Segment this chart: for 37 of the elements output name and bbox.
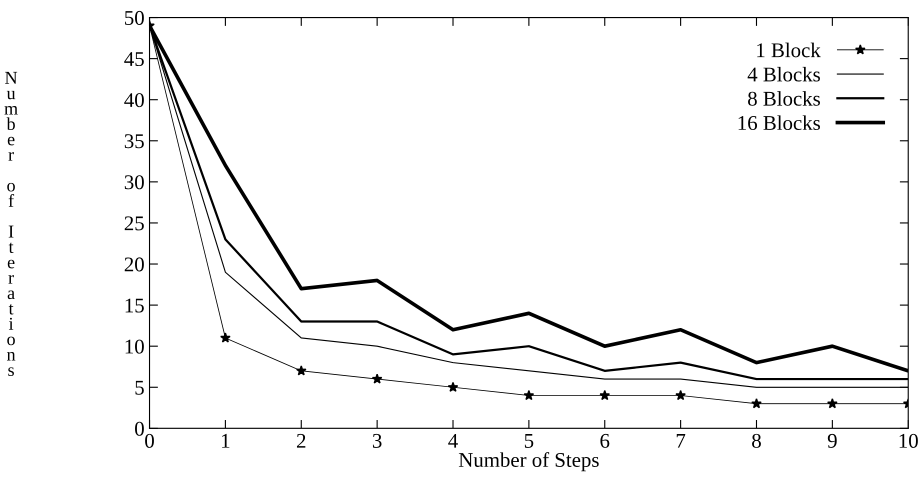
legend-label: 4 Blocks bbox=[748, 66, 820, 82]
y-tick-label: 10 bbox=[126, 340, 144, 354]
point bbox=[372, 374, 382, 384]
point bbox=[524, 390, 534, 400]
x-tick-label: 3 bbox=[372, 434, 382, 448]
legend-label: 16 Blocks bbox=[738, 115, 820, 130]
y-tick-label: 45 bbox=[124, 52, 144, 66]
y-tick-label: 25 bbox=[124, 216, 144, 230]
point bbox=[827, 398, 838, 408]
x-axis-title: Number of Steps bbox=[458, 452, 599, 472]
x-tick-label: 6 bbox=[600, 434, 610, 448]
x-tick-label: 1 bbox=[222, 434, 230, 448]
point bbox=[220, 332, 231, 343]
y-tick-label: 20 bbox=[124, 257, 144, 272]
x-tick-label: 8 bbox=[752, 434, 761, 448]
x-tick-label: 4 bbox=[448, 434, 458, 448]
point bbox=[751, 398, 762, 408]
x-tick-label: 5 bbox=[524, 434, 534, 448]
point bbox=[599, 390, 610, 400]
point bbox=[675, 390, 686, 400]
legend-label: 8 Blocks bbox=[748, 91, 820, 106]
y-tick-label: 5 bbox=[135, 380, 144, 395]
legend-label: 1 Block bbox=[757, 42, 821, 58]
point bbox=[296, 365, 307, 376]
point bbox=[448, 382, 458, 392]
x-tick-label: 9 bbox=[828, 434, 837, 448]
x-tick-label: 7 bbox=[676, 434, 686, 448]
x-tick-label: 2 bbox=[296, 434, 306, 448]
y-tick-label: 0 bbox=[135, 422, 144, 436]
y-tick-label: 35 bbox=[124, 134, 144, 148]
y-tick-label: 40 bbox=[124, 93, 144, 108]
y-tick-label: 30 bbox=[124, 175, 144, 190]
x-tick-label: 0 bbox=[145, 434, 154, 448]
text: Number of Iterations bbox=[4, 72, 18, 376]
y-tick-label: 15 bbox=[126, 298, 144, 313]
y-tick-label: 50 bbox=[125, 10, 144, 25]
x-tick-label: 10 bbox=[900, 434, 918, 448]
